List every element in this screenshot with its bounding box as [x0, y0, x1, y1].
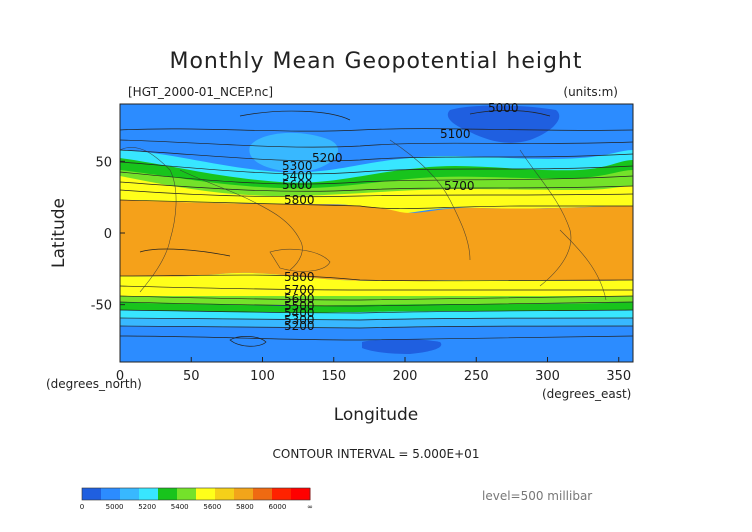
x-tick-label: 100 [250, 369, 275, 384]
colorbar-swatch [272, 488, 292, 500]
contour-label: 5800 [284, 193, 315, 207]
colorbar-label: 5400 [171, 503, 189, 511]
chart-title: Monthly Mean Geopotential height [169, 49, 582, 74]
colorbar-swatch [82, 488, 102, 500]
colorbar-label: 6000 [269, 503, 287, 511]
units-label: (units:m) [563, 85, 618, 99]
dataset-label: [HGT_2000-01_NCEP.nc] [128, 85, 273, 99]
contour-label: 5400 [284, 306, 315, 320]
contour-label: 5100 [440, 127, 471, 141]
colorbar-label: 5800 [236, 503, 254, 511]
x-tick-label: 350 [606, 369, 631, 384]
x-tick-label: 50 [183, 369, 200, 384]
band-tropical-orange [120, 200, 633, 281]
x-tick-label: 250 [464, 369, 489, 384]
colorbar: 0 5000 5200 5400 5600 5800 6000 ∞ [80, 487, 313, 511]
band-south-yellow [120, 272, 633, 300]
y-tick-label: 50 [95, 155, 112, 170]
x-axis: 0 50 100 150 200 250 300 350 [116, 357, 631, 384]
contour-label: 5000 [488, 101, 519, 115]
contour-label: 5300 [282, 159, 313, 173]
plot-area [120, 104, 633, 362]
contour-label: 5600 [282, 178, 313, 192]
contour-label: 5500 [284, 299, 315, 313]
south-low-deepblue [362, 339, 442, 354]
colorbar-swatch [120, 488, 140, 500]
y-tick-label: -50 [91, 299, 112, 314]
colorbar-label: 5600 [203, 503, 221, 511]
colorbar-label: ∞ [307, 503, 313, 511]
north-low-deepblue [447, 105, 560, 143]
contour-label-group: 5000 5100 5200 5300 5400 5600 5700 5800 … [282, 101, 519, 333]
colorbar-label: 5000 [106, 503, 124, 511]
colorbar-swatch [139, 488, 159, 500]
x-tick-label: 150 [321, 369, 346, 384]
x-unit-label: (degrees_east) [542, 387, 631, 401]
contour-label: 5800 [284, 270, 315, 284]
x-tick-label: 200 [393, 369, 418, 384]
contour-label: 5400 [282, 169, 313, 183]
band-north-lightblue [249, 132, 339, 172]
y-tick-label: 0 [104, 227, 112, 242]
colorbar-swatch [253, 488, 273, 500]
band-south-green [120, 302, 633, 313]
x-axis-title: Longitude [334, 405, 419, 425]
y-axis: 50 0 -50 [91, 155, 125, 314]
colorbar-swatch [101, 488, 121, 500]
contour-label: 5700 [284, 283, 315, 297]
colorbar-label: 0 [80, 503, 84, 511]
level-text: level=500 millibar [482, 489, 592, 503]
colorbar-swatch [177, 488, 197, 500]
band-north-yellow [120, 176, 633, 214]
x-tick-label: 300 [535, 369, 560, 384]
contour-lines [120, 110, 633, 347]
contour-label: 5200 [312, 151, 343, 165]
colorbar-swatch [234, 488, 254, 500]
colorbar-label: 5200 [138, 503, 156, 511]
coastlines [120, 139, 607, 301]
x-tick-label: 0 [116, 369, 124, 384]
colorbar-swatch [158, 488, 178, 500]
y-axis-title: Latitude [49, 198, 69, 268]
colorbar-swatch [291, 488, 311, 500]
contour-interval-text: CONTOUR INTERVAL = 5.000E+01 [273, 447, 480, 461]
colorbar-swatch [196, 488, 216, 500]
band-south-lightblue [120, 318, 633, 328]
contour-label: 5600 [284, 292, 315, 306]
y-unit-label: (degrees_north) [46, 377, 142, 391]
band-south-cyan [120, 310, 633, 320]
contour-label: 5300 [284, 313, 315, 327]
colorbar-swatch [215, 488, 235, 500]
contour-label: 5200 [284, 319, 315, 333]
contour-label: 5700 [444, 179, 475, 193]
colorbar-frame [81, 487, 311, 501]
